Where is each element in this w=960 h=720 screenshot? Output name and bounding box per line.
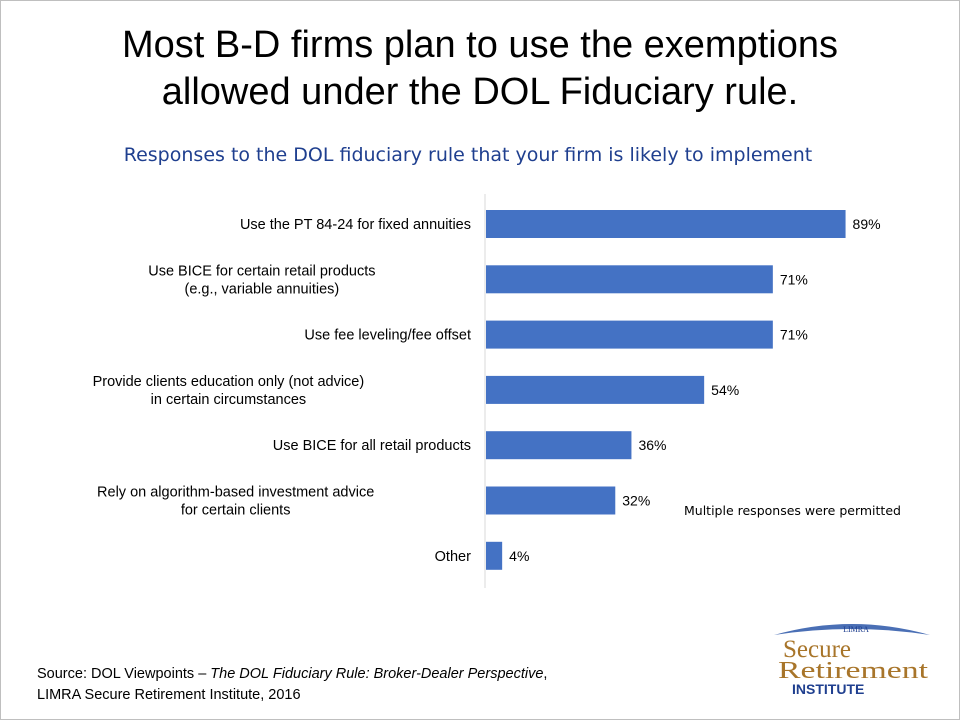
category-label-3: Use fee leveling/fee offset [304,328,471,344]
slide-title: Most B-D firms plan to use the exemption… [0,22,960,116]
value-label-7: 4% [509,548,529,564]
value-label-6: 32% [622,493,650,509]
category-label-4-line-1: Provide clients education only (not advi… [93,374,365,390]
title-line-1: Most B-D firms plan to use the exemption… [122,24,838,66]
bar-7 [486,541,503,570]
category-label-3-line-1: Use fee leveling/fee offset [304,328,471,344]
category-label-6: Rely on algorithm-based investment advic… [97,485,374,519]
category-label-2-line-2: (e.g., variable annuities) [184,281,339,297]
value-label-1: 89% [853,216,881,232]
value-label-3: 71% [780,327,808,343]
logo-institute-text: INSTITUTE [792,681,864,697]
logo-limra-text: LIMRA [843,625,869,634]
source-line-1: Source: DOL Viewpoints – The DOL Fiducia… [37,664,547,685]
category-label-4-line-2: in certain circumstances [151,392,307,408]
category-label-5: Use BICE for all retail products [273,438,471,454]
value-label-4: 54% [711,382,739,398]
category-label-6-line-2: for certain clients [181,503,291,519]
bar-4 [486,375,705,404]
multiple-responses-note: Multiple responses were permitted [684,503,901,518]
source-line-2: LIMRA Secure Retirement Institute, 2016 [37,687,301,703]
category-label-4: Provide clients education only (not advi… [93,374,365,408]
source-suffix: , [543,666,548,682]
source-citation: Source: DOL Viewpoints – The DOL Fiducia… [37,664,547,706]
bar-5 [486,431,632,460]
category-label-6-line-1: Rely on algorithm-based investment advic… [97,485,374,501]
logo-arc [774,624,930,635]
category-label-2-line-1: Use BICE for certain retail products [148,263,375,279]
limra-sri-logo: LIMRA Secure Retirement INSTITUTE [774,624,930,697]
value-label-2: 71% [780,271,808,287]
category-label-1-line-1: Use the PT 84-24 for fixed annuities [240,217,471,233]
logo-secure-text: Secure [783,636,851,663]
logo-retirement-text: Retirement [778,658,928,684]
category-label-7-line-1: Other [435,549,471,565]
category-label-1: Use the PT 84-24 for fixed annuities [240,217,471,233]
title-line-2: allowed under the DOL Fiduciary rule. [161,71,799,113]
bar-1 [486,210,846,238]
bar-6 [486,486,616,515]
value-label-5: 36% [638,437,666,453]
source-title: The DOL Fiduciary Rule: Broker-Dealer Pe… [210,666,544,682]
category-label-2: Use BICE for certain retail products (e.g… [148,263,375,297]
category-label-7: Other [435,549,471,565]
source-prefix: Source: DOL Viewpoints – [37,666,211,682]
chart-title: Responses to the DOL fiduciary rule that… [123,144,813,166]
bar-2 [486,265,773,294]
bar-3 [486,320,773,349]
category-label-5-line-1: Use BICE for all retail products [273,438,471,454]
